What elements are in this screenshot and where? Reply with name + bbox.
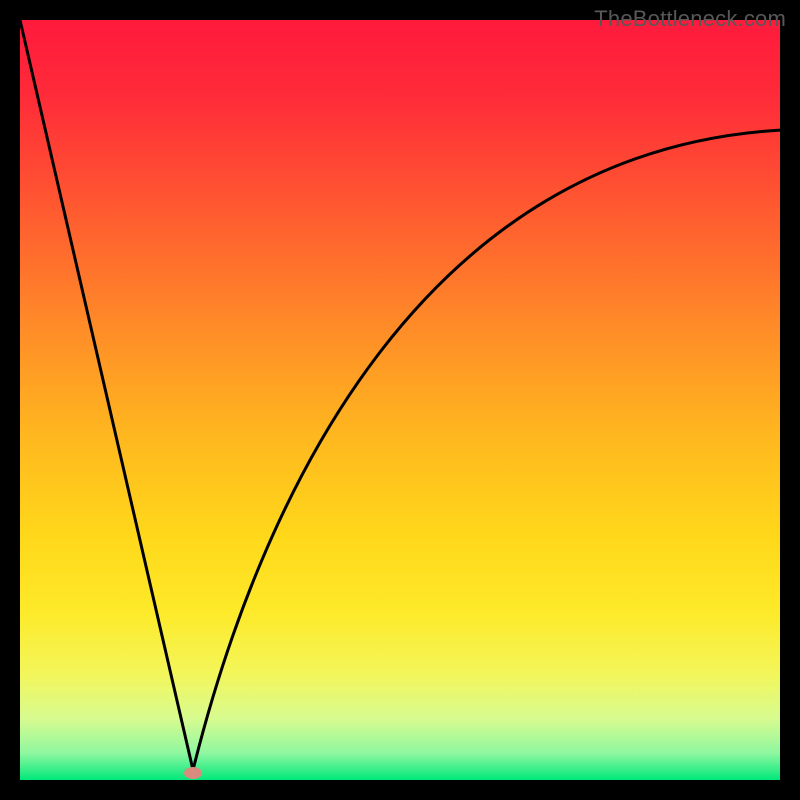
chart-gradient-panel xyxy=(20,20,780,780)
chart-svg xyxy=(0,0,800,800)
bottleneck-marker xyxy=(184,767,202,779)
watermark-label: TheBottleneck.com xyxy=(594,6,786,32)
bottleneck-chart: TheBottleneck.com xyxy=(0,0,800,800)
